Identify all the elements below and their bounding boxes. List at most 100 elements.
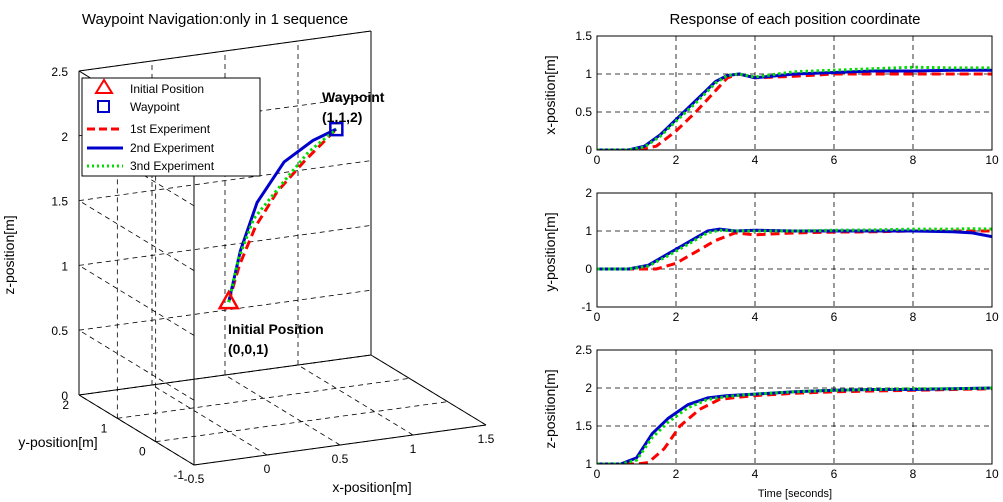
- x-tick-label: 2: [673, 310, 680, 324]
- axis-x-line: [193, 424, 487, 466]
- plot3d-series: [227, 127, 338, 303]
- subplot-z: 0 2 4 6 8 10 1 1.5 2 2.5: [575, 343, 999, 481]
- x-tick-label: 6: [831, 467, 838, 481]
- x-tick-label: 2: [673, 467, 680, 481]
- plot-frame: [596, 349, 993, 465]
- grid-wall-y-horiz: [78, 289, 372, 331]
- y-tick-label: 2.5: [575, 343, 592, 357]
- legend-item-2nd: 2nd Experiment: [130, 141, 215, 155]
- plot3d-xtick: 1: [410, 442, 417, 456]
- axis-y-line: [78, 394, 195, 466]
- plot3d-markers: [217, 121, 344, 310]
- legend-item-1st: 1st Experiment: [130, 122, 211, 136]
- y-tick-label: 0: [585, 262, 592, 276]
- y-tick-label: 2: [585, 381, 592, 395]
- grid-wall-y-horiz: [78, 225, 372, 266]
- plot3d-ytick: 2: [62, 398, 69, 412]
- grid-floor-x: [297, 364, 414, 436]
- series-line: [597, 65, 992, 150]
- plot3d-series-line: [227, 127, 338, 303]
- x-tick-label: 0: [594, 310, 601, 324]
- waypoint-marker: [329, 121, 344, 137]
- plot3d-xtick: 0: [264, 462, 271, 476]
- plot-frame: [596, 35, 993, 151]
- x-tick-label: 0: [594, 467, 601, 481]
- x-tick-label: 4: [752, 153, 759, 167]
- x-tick-label: 0: [594, 153, 601, 167]
- x-tick-label: 6: [831, 310, 838, 324]
- plot3d-ztick: 2: [61, 130, 68, 144]
- plot3d-ztick: 1: [61, 259, 68, 273]
- grid-wall-x-horiz: [78, 265, 195, 336]
- initial-position-marker: [217, 289, 240, 310]
- legend-triangle-icon: [94, 78, 114, 94]
- box-edge: [78, 354, 372, 396]
- x-tick-label: 8: [910, 153, 917, 167]
- series-group: [597, 65, 992, 150]
- plot3d-zlabel: z-position[m]: [1, 215, 17, 294]
- subplot-x-ylabel: x-position[m]: [542, 55, 558, 134]
- x-tick-label: 6: [831, 153, 838, 167]
- plot3d-ztick: 0.5: [51, 324, 68, 338]
- y-tick-label: 0.5: [575, 105, 592, 119]
- right-title: Response of each position coordinate: [669, 11, 920, 28]
- legend-item-initial: Initial Position: [130, 82, 204, 96]
- plot3d-ztick: 2.5: [51, 65, 68, 79]
- plot3d-xlabel: x-position[m]: [332, 479, 411, 495]
- plot3d-ytick: -1: [173, 468, 184, 482]
- y-tick-label: 1: [585, 457, 592, 471]
- grid-floor-y: [155, 401, 448, 443]
- x-tick-label: 10: [985, 467, 999, 481]
- box-edge: [78, 30, 372, 72]
- grid-floor-x: [151, 384, 268, 456]
- series-group: [597, 227, 992, 271]
- subplot-y-ylabel: y-position[m]: [542, 212, 558, 291]
- subplot-x: 0 2 4 6 8 10 0 0.5 1 1.5: [575, 29, 999, 167]
- y-tick-label: 1: [585, 67, 592, 81]
- x-tick-label: 4: [752, 467, 759, 481]
- grid-wall-x-horiz: [78, 329, 195, 401]
- y-tick-label: 0: [585, 143, 592, 157]
- subplot-z-xlabel: Time [seconds]: [758, 488, 832, 500]
- y-tick-label: 1.5: [575, 29, 592, 43]
- x-tick-label: 4: [752, 310, 759, 324]
- legend-box: [81, 77, 261, 177]
- plot3d: Waypoint Navigation:only in 1 sequence -…: [1, 11, 495, 495]
- legend: Initial Position Waypoint 1st Experiment…: [81, 77, 261, 177]
- plot3d-xtick: 0.5: [332, 452, 349, 466]
- series-line: [597, 386, 992, 464]
- x-tick-label: 10: [985, 153, 999, 167]
- plot3d-ylabel: y-position[m]: [18, 434, 97, 450]
- plot3d-ztick: 0: [61, 389, 68, 403]
- series-line: [597, 229, 992, 271]
- x-tick-label: 10: [985, 310, 999, 324]
- annotation-waypoint-line1: Waypoint: [322, 89, 385, 105]
- box-edge: [370, 354, 487, 426]
- y-tick-label: 1: [585, 224, 592, 238]
- plot3d-xtick: 1.5: [478, 432, 495, 446]
- subplot-z-ylabel: z-position[m]: [542, 369, 558, 448]
- plot3d-title: Waypoint Navigation:only in 1 sequence: [82, 11, 348, 28]
- grid-wall-x-horiz: [78, 200, 195, 271]
- y-tick-label: 1.5: [575, 419, 592, 433]
- x-tick-label: 8: [910, 310, 917, 324]
- plot3d-ztick: 1.5: [51, 195, 68, 209]
- annotation-waypoint-line2: (1,1,2): [322, 109, 362, 125]
- x-tick-label: 8: [910, 467, 917, 481]
- plot3d-ytick: 0: [139, 445, 146, 459]
- plot3d-ytick: 1: [101, 421, 108, 435]
- annotation-initial-line2: (0,0,1): [228, 341, 268, 357]
- legend-square-icon: [97, 100, 110, 113]
- legend-item-waypoint: Waypoint: [130, 100, 180, 114]
- annotation-initial-line1: Initial Position: [228, 321, 324, 337]
- grid-floor-y: [117, 377, 410, 419]
- x-tick-label: 2: [673, 153, 680, 167]
- y-tick-label: 2: [585, 186, 592, 200]
- series-group: [597, 386, 992, 464]
- grid-floor-x: [224, 374, 341, 446]
- legend-item-3rd: 3nd Experiment: [130, 159, 215, 173]
- plot3d-xtick: -0.5: [184, 472, 205, 486]
